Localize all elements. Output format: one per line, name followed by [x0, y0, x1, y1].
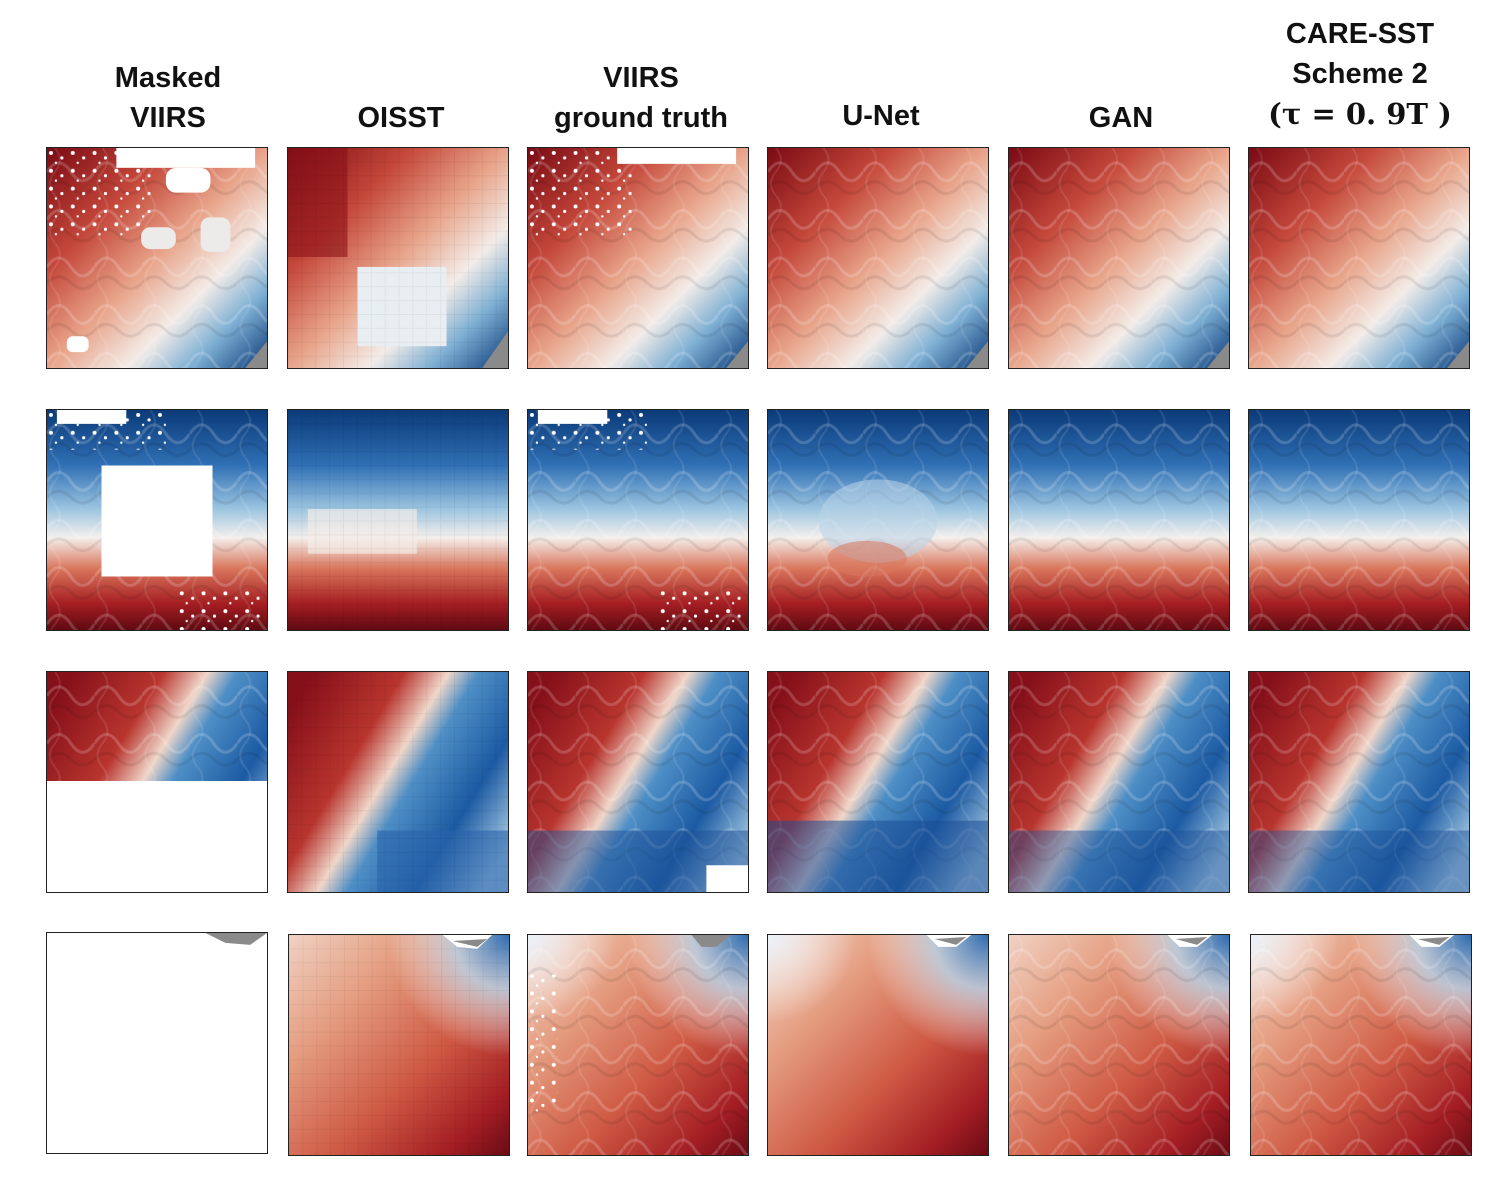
panel-row4-care: [1250, 934, 1472, 1156]
column-header-care: CARE-SST Scheme 2 (τ = 0. 9T ): [1245, 14, 1475, 134]
header-line: CARE-SST: [1285, 18, 1435, 50]
panel-row3-masked: [46, 671, 268, 893]
panel-row2-truth: [527, 409, 749, 631]
column-header-unet: U-Net: [766, 96, 996, 136]
panel-row4-unet: [767, 934, 989, 1156]
panel-row4-gan: [1008, 934, 1230, 1156]
panel-row2-care: [1248, 409, 1470, 631]
header-line: U-Net: [842, 100, 920, 132]
header-line: VIIRS: [130, 102, 206, 134]
panel-row3-gan: [1008, 671, 1230, 893]
header-line: ground truth: [554, 102, 728, 134]
header-line: Scheme 2: [1292, 58, 1428, 90]
panel-row2-gan: [1008, 409, 1230, 631]
panel-row1-oisst: [287, 147, 509, 369]
panel-row1-care: [1248, 147, 1470, 369]
header-line: GAN: [1088, 102, 1154, 134]
header-line: VIIRS: [603, 62, 679, 94]
panel-row4-masked: [46, 932, 268, 1154]
panel-row3-oisst: [287, 671, 509, 893]
panel-row4-oisst: [288, 934, 510, 1156]
panel-row1-unet: [767, 147, 989, 369]
panel-row4-truth: [527, 934, 749, 1156]
column-header-truth: VIIRS ground truth: [526, 58, 756, 138]
header-line-math: (τ = 0. 9T ): [1268, 97, 1452, 131]
panel-row2-unet: [767, 409, 989, 631]
column-header-masked: Masked VIIRS: [53, 58, 283, 138]
panel-row2-masked: [46, 409, 268, 631]
header-line: OISST: [357, 102, 445, 134]
column-header-gan: GAN: [1006, 98, 1236, 138]
panel-row1-masked: [46, 147, 268, 369]
header-line: Masked: [114, 62, 222, 94]
panel-row1-gan: [1008, 147, 1230, 369]
panel-row3-truth: [527, 671, 749, 893]
column-header-oisst: OISST: [286, 98, 516, 138]
panel-row3-unet: [767, 671, 989, 893]
panel-row2-oisst: [287, 409, 509, 631]
panel-row3-care: [1248, 671, 1470, 893]
panel-row1-truth: [527, 147, 749, 369]
